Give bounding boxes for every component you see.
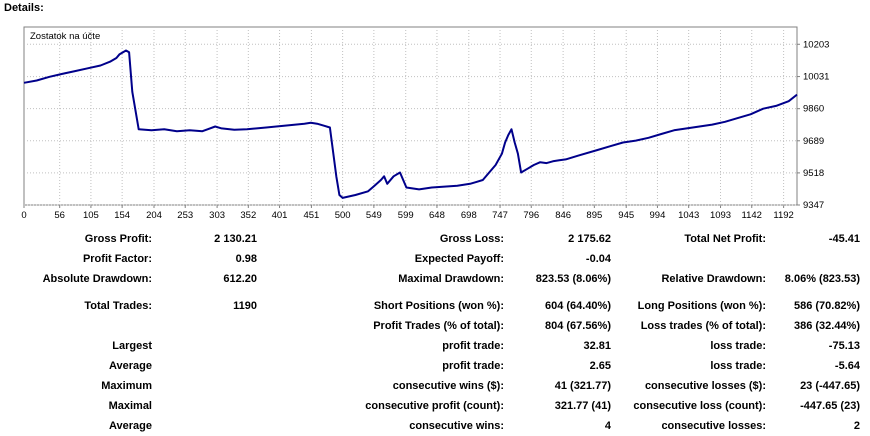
stat-label: Largest — [112, 340, 152, 352]
x-tick-label: 204 — [146, 210, 162, 221]
stat-label: Gross Loss: — [439, 233, 504, 245]
stat-label: Short Positions (won %): — [373, 300, 504, 312]
stat-label: Total Net Profit: — [684, 233, 766, 245]
stat-value: 2.65 — [589, 360, 611, 372]
stat-label: consecutive loss (count): — [633, 400, 766, 412]
stat-label: Average — [108, 420, 152, 432]
stat-label: Average — [108, 360, 152, 372]
y-tick-label: 9347 — [803, 200, 824, 211]
x-tick-label: 747 — [492, 210, 508, 221]
y-tick-label: 9689 — [803, 136, 824, 147]
stat-label: Long Positions (won %): — [637, 300, 766, 312]
stat-value: 2 175.62 — [568, 233, 611, 245]
stat-row: Absolute Drawdown: 612.20 Maximal Drawdown… — [0, 273, 870, 289]
stat-row: Average profit trade: 2.65 loss trade: -5.64 — [0, 360, 870, 376]
stat-label: Maximal Drawdown: — [398, 273, 504, 285]
stat-value: 4 — [604, 420, 611, 432]
x-tick-label: 796 — [523, 210, 539, 221]
x-tick-label: 56 — [54, 210, 65, 221]
x-tick-label: 253 — [177, 210, 193, 221]
stat-row: Gross Profit: 2 130.21 Gross Loss: 2 175.62… — [0, 233, 870, 249]
x-tick-label: 500 — [335, 210, 351, 221]
stat-value: 604 (64.40%) — [544, 300, 611, 312]
x-tick-label: 846 — [555, 210, 571, 221]
x-tick-label: 994 — [650, 210, 666, 221]
stat-value: 23 (-447.65) — [800, 380, 860, 392]
x-tick-label: 352 — [240, 210, 256, 221]
stat-label: consecutive profit (count): — [365, 400, 504, 412]
stat-label: Total Trades: — [84, 300, 152, 312]
stat-label: loss trade: — [710, 360, 766, 372]
x-tick-label: 401 — [272, 210, 288, 221]
stat-row: Profit Trades (% of total): 804 (67.56%) L… — [0, 320, 870, 336]
x-tick-label: 549 — [366, 210, 382, 221]
stat-label: profit trade: — [442, 360, 504, 372]
y-tick-label: 10203 — [803, 39, 829, 50]
y-tick-label: 9860 — [803, 104, 824, 115]
x-tick-label: 451 — [303, 210, 319, 221]
stat-value: -45.41 — [828, 233, 860, 245]
stat-row: Average consecutive wins: 4 consecutive los… — [0, 420, 870, 436]
stat-label: consecutive losses: — [661, 420, 766, 432]
stat-value: 2 — [853, 420, 860, 432]
stat-value: 386 (32.44%) — [793, 320, 860, 332]
stat-label: Maximal — [108, 400, 152, 412]
stat-value: -5.64 — [834, 360, 860, 372]
stat-label: Gross Profit: — [84, 233, 152, 245]
x-tick-label: 1192 — [773, 210, 793, 221]
x-tick-label: 1142 — [742, 210, 762, 221]
x-tick-label: 303 — [209, 210, 225, 221]
stat-label: Expected Payoff: — [414, 253, 504, 265]
x-tick-label: 1043 — [678, 210, 699, 221]
stat-row: Maximal consecutive profit (count): 321.77… — [0, 400, 870, 416]
x-tick-label: 945 — [618, 210, 634, 221]
plot-area — [23, 26, 798, 206]
stat-label: Loss trades (% of total): — [640, 320, 766, 332]
stat-value: 1190 — [233, 300, 257, 312]
stat-value: 32.81 — [583, 340, 611, 352]
x-tick-label: 698 — [461, 210, 477, 221]
x-tick-label: 154 — [114, 210, 130, 221]
stat-row: Largest profit trade: 32.81 loss trade: -75.… — [0, 340, 870, 356]
stat-value: -0.04 — [585, 253, 611, 265]
stat-value: 41 (321.77) — [554, 380, 611, 392]
stat-row: Total Trades: 1190 Short Positions (won %)… — [0, 300, 870, 316]
stat-value: 804 (67.56%) — [544, 320, 611, 332]
stat-label: consecutive wins ($): — [392, 380, 504, 392]
y-tick-label: 10031 — [803, 72, 829, 83]
stat-value: 0.98 — [235, 253, 257, 265]
chart-title: Zostatok na účte — [30, 31, 100, 42]
y-tick-label: 9518 — [803, 168, 824, 179]
balance-line — [23, 49, 798, 199]
balance-chart: 0 56 105 154 204 253 303 352 401 451 500 549 599 648 6… — [21, 26, 829, 221]
x-tick-label: 895 — [586, 210, 602, 221]
stat-label: profit trade: — [442, 340, 504, 352]
x-tick-label: 648 — [429, 210, 445, 221]
stat-label: Profit Factor: — [82, 253, 152, 265]
stat-label: Maximum — [101, 380, 152, 392]
details-heading: Details: — [4, 2, 44, 14]
stat-value: -75.13 — [828, 340, 860, 352]
stat-value: 823.53 (8.06%) — [535, 273, 611, 285]
x-tick-label: 599 — [398, 210, 414, 221]
stat-value: 612.20 — [223, 273, 257, 285]
stat-value: 8.06% (823.53) — [784, 273, 860, 285]
x-tick-label: 0 — [21, 210, 26, 221]
stat-row: Profit Factor: 0.98 Expected Payoff: -0.04 — [0, 253, 870, 269]
stat-label: Absolute Drawdown: — [42, 273, 152, 285]
stat-label: consecutive wins: — [409, 420, 504, 432]
stat-label: loss trade: — [710, 340, 766, 352]
stat-label: Relative Drawdown: — [661, 273, 766, 285]
stat-label: Profit Trades (% of total): — [373, 320, 504, 332]
x-tick-label: 105 — [83, 210, 99, 221]
stat-value: 586 (70.82%) — [793, 300, 860, 312]
stat-label: consecutive losses ($): — [644, 380, 766, 392]
stat-value: -447.65 (23) — [800, 400, 860, 412]
stat-row: Maximum consecutive wins ($): 41 (321.77) c… — [0, 380, 870, 396]
stat-value: 321.77 (41) — [554, 400, 611, 412]
x-tick-label: 1093 — [710, 210, 731, 221]
stat-value: 2 130.21 — [214, 233, 257, 245]
